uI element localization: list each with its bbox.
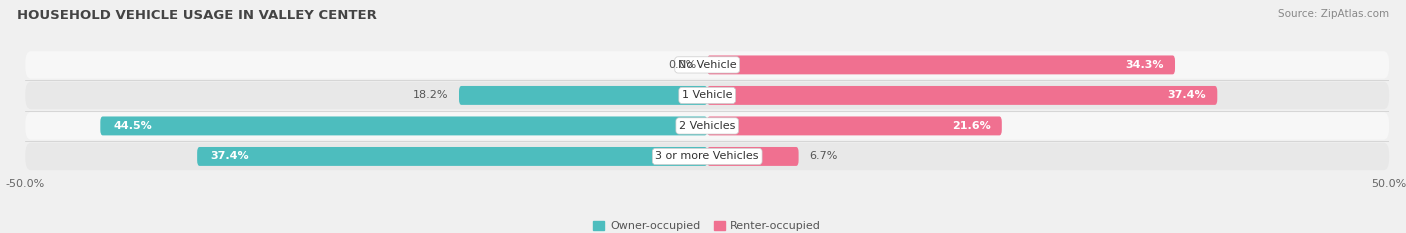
FancyBboxPatch shape bbox=[25, 112, 1389, 140]
Legend: Owner-occupied, Renter-occupied: Owner-occupied, Renter-occupied bbox=[589, 216, 825, 233]
Text: 0.0%: 0.0% bbox=[668, 60, 696, 70]
Text: 21.6%: 21.6% bbox=[952, 121, 991, 131]
Text: HOUSEHOLD VEHICLE USAGE IN VALLEY CENTER: HOUSEHOLD VEHICLE USAGE IN VALLEY CENTER bbox=[17, 9, 377, 22]
FancyBboxPatch shape bbox=[707, 55, 1175, 74]
FancyBboxPatch shape bbox=[25, 143, 1389, 170]
FancyBboxPatch shape bbox=[25, 82, 1389, 109]
Text: 1 Vehicle: 1 Vehicle bbox=[682, 90, 733, 100]
Text: 3 or more Vehicles: 3 or more Vehicles bbox=[655, 151, 759, 161]
Text: 34.3%: 34.3% bbox=[1126, 60, 1164, 70]
FancyBboxPatch shape bbox=[707, 86, 1218, 105]
FancyBboxPatch shape bbox=[197, 147, 707, 166]
Text: 18.2%: 18.2% bbox=[412, 90, 449, 100]
FancyBboxPatch shape bbox=[458, 86, 707, 105]
FancyBboxPatch shape bbox=[707, 147, 799, 166]
Text: Source: ZipAtlas.com: Source: ZipAtlas.com bbox=[1278, 9, 1389, 19]
Text: No Vehicle: No Vehicle bbox=[678, 60, 737, 70]
Text: 6.7%: 6.7% bbox=[810, 151, 838, 161]
FancyBboxPatch shape bbox=[100, 116, 707, 135]
Text: 2 Vehicles: 2 Vehicles bbox=[679, 121, 735, 131]
FancyBboxPatch shape bbox=[25, 51, 1389, 79]
Text: 37.4%: 37.4% bbox=[1168, 90, 1206, 100]
Text: 37.4%: 37.4% bbox=[211, 151, 249, 161]
FancyBboxPatch shape bbox=[707, 116, 1002, 135]
Text: 44.5%: 44.5% bbox=[114, 121, 153, 131]
